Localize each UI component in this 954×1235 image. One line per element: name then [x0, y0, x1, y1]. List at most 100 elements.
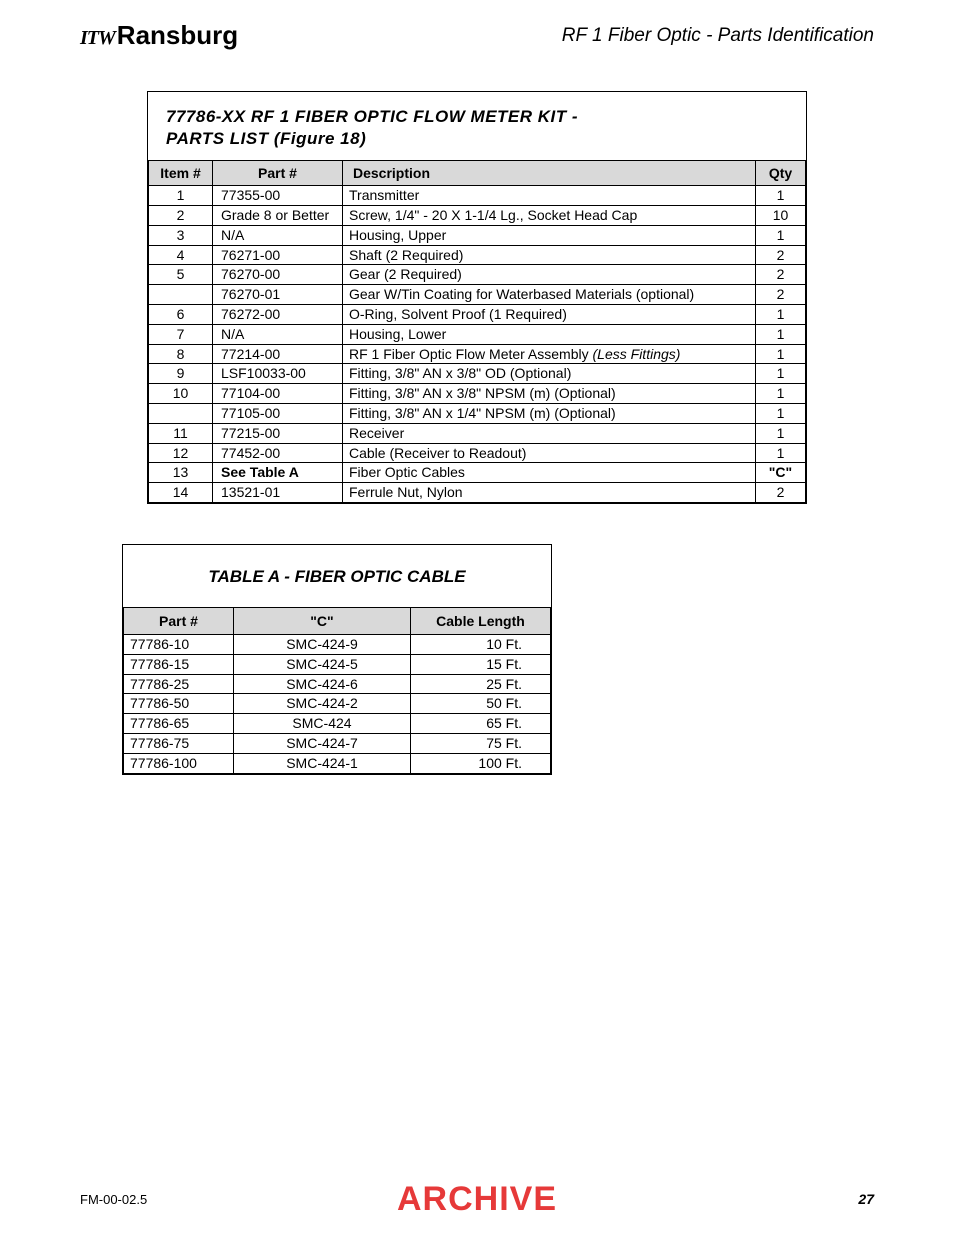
col-cable-c: "C" [234, 607, 411, 634]
col-item: Item # [149, 161, 213, 186]
cell-part: N/A [213, 324, 343, 344]
table-row: 76270-01Gear W/Tin Coating for Waterbase… [149, 285, 806, 305]
col-part: Part # [213, 161, 343, 186]
table-row: 2Grade 8 or BetterScrew, 1/4" - 20 X 1-1… [149, 205, 806, 225]
cell-qty: 2 [756, 285, 806, 305]
cell-item: 13 [149, 463, 213, 483]
cell-item: 11 [149, 423, 213, 443]
table-row: 476271-00Shaft (2 Required)2 [149, 245, 806, 265]
cell-item: 4 [149, 245, 213, 265]
cell-desc: Fitting, 3/8" AN x 3/8" NPSM (m) (Option… [343, 384, 756, 404]
cell-qty: 1 [756, 364, 806, 384]
cell-part: N/A [213, 225, 343, 245]
cell-item: 14 [149, 483, 213, 503]
cell-qty: 1 [756, 324, 806, 344]
col-desc: Description [343, 161, 756, 186]
cell-part: Grade 8 or Better [213, 205, 343, 225]
table-row: 1077104-00Fitting, 3/8" AN x 3/8" NPSM (… [149, 384, 806, 404]
table-row: 3N/AHousing, Upper1 [149, 225, 806, 245]
table-row: 9LSF10033-00Fitting, 3/8" AN x 3/8" OD (… [149, 364, 806, 384]
logo: ITWRansburg [80, 20, 238, 51]
cell-cable-part: 77786-10 [124, 634, 234, 654]
cell-cable-len: 25 Ft. [411, 674, 551, 694]
table-row: 77786-10SMC-424-910 Ft. [124, 634, 551, 654]
cell-item: 7 [149, 324, 213, 344]
cell-item [149, 285, 213, 305]
cell-desc: Housing, Lower [343, 324, 756, 344]
col-cable-len: Cable Length [411, 607, 551, 634]
cell-cable-part: 77786-100 [124, 753, 234, 773]
cell-desc: Gear (2 Required) [343, 265, 756, 285]
cell-part: 77214-00 [213, 344, 343, 364]
title-line-2: PARTS LIST (Figure 18) [166, 129, 366, 148]
table-row: 1177215-00Receiver1 [149, 423, 806, 443]
page-header: ITWRansburg RF 1 Fiber Optic - Parts Ide… [80, 20, 874, 51]
cell-qty: "C" [756, 463, 806, 483]
cable-grid: Part # "C" Cable Length 77786-10SMC-424-… [123, 607, 551, 774]
table-row: 77786-15SMC-424-515 Ft. [124, 654, 551, 674]
table-row: 1277452-00Cable (Receiver to Readout)1 [149, 443, 806, 463]
title-line-1: 77786-XX RF 1 FIBER OPTIC FLOW METER KIT… [166, 107, 578, 126]
document-title: RF 1 Fiber Optic - Parts Identification [562, 25, 874, 47]
cell-cable-part: 77786-25 [124, 674, 234, 694]
cell-qty: 1 [756, 225, 806, 245]
cell-part: 76272-00 [213, 304, 343, 324]
cell-item: 2 [149, 205, 213, 225]
cell-part: 76270-01 [213, 285, 343, 305]
cell-qty: 1 [756, 304, 806, 324]
cell-item: 12 [149, 443, 213, 463]
cell-cable-part: 77786-50 [124, 694, 234, 714]
cell-item: 8 [149, 344, 213, 364]
cell-qty: 1 [756, 443, 806, 463]
logo-brand: Ransburg [117, 20, 238, 51]
archive-watermark: ARCHIVE [397, 1180, 557, 1219]
cell-qty: 2 [756, 265, 806, 285]
table-row: 77786-75SMC-424-775 Ft. [124, 733, 551, 753]
table-row: 7N/AHousing, Lower1 [149, 324, 806, 344]
page: ITWRansburg RF 1 Fiber Optic - Parts Ide… [0, 0, 954, 1235]
cell-cable-c: SMC-424-9 [234, 634, 411, 654]
cell-part: 76271-00 [213, 245, 343, 265]
cell-item: 6 [149, 304, 213, 324]
cell-qty: 2 [756, 245, 806, 265]
table-row: 13See Table AFiber Optic Cables"C" [149, 463, 806, 483]
cell-desc: Housing, Upper [343, 225, 756, 245]
cell-cable-c: SMC-424-1 [234, 753, 411, 773]
table-row: 77786-100SMC-424-1100 Ft. [124, 753, 551, 773]
cable-table: TABLE A - FIBER OPTIC CABLE Part # "C" C… [122, 544, 552, 775]
cell-item: 3 [149, 225, 213, 245]
cell-desc: Shaft (2 Required) [343, 245, 756, 265]
cell-desc: Receiver [343, 423, 756, 443]
page-footer: FM-00-02.5 ARCHIVE 27 [80, 1191, 874, 1207]
cell-cable-c: SMC-424 [234, 714, 411, 734]
cell-desc: O-Ring, Solvent Proof (1 Required) [343, 304, 756, 324]
parts-list-table: 77786-XX RF 1 FIBER OPTIC FLOW METER KIT… [147, 91, 807, 504]
cell-cable-c: SMC-424-7 [234, 733, 411, 753]
footer-doc-number: FM-00-02.5 [80, 1192, 147, 1207]
table-row: 576270-00Gear (2 Required)2 [149, 265, 806, 285]
cell-part: See Table A [213, 463, 343, 483]
cell-qty: 2 [756, 483, 806, 503]
cell-part: 77215-00 [213, 423, 343, 443]
table-row: 877214-00RF 1 Fiber Optic Flow Meter Ass… [149, 344, 806, 364]
cell-item [149, 403, 213, 423]
cell-item: 5 [149, 265, 213, 285]
cell-qty: 10 [756, 205, 806, 225]
col-cable-part: Part # [124, 607, 234, 634]
cable-header-row: Part # "C" Cable Length [124, 607, 551, 634]
cell-item: 10 [149, 384, 213, 404]
cell-cable-c: SMC-424-2 [234, 694, 411, 714]
table-row: 77786-25SMC-424-625 Ft. [124, 674, 551, 694]
cell-desc: Gear W/Tin Coating for Waterbased Materi… [343, 285, 756, 305]
cell-qty: 1 [756, 423, 806, 443]
cell-desc: Fiber Optic Cables [343, 463, 756, 483]
cell-desc: Fitting, 3/8" AN x 1/4" NPSM (m) (Option… [343, 403, 756, 423]
cable-table-title: TABLE A - FIBER OPTIC CABLE [123, 545, 551, 607]
cell-cable-part: 77786-15 [124, 654, 234, 674]
table-row: 1413521-01Ferrule Nut, Nylon2 [149, 483, 806, 503]
cell-desc: Screw, 1/4" - 20 X 1-1/4 Lg., Socket Hea… [343, 205, 756, 225]
table-row: 77786-50SMC-424-250 Ft. [124, 694, 551, 714]
cell-part: 76270-00 [213, 265, 343, 285]
parts-grid: Item # Part # Description Qty 177355-00T… [148, 160, 806, 503]
cell-qty: 1 [756, 344, 806, 364]
